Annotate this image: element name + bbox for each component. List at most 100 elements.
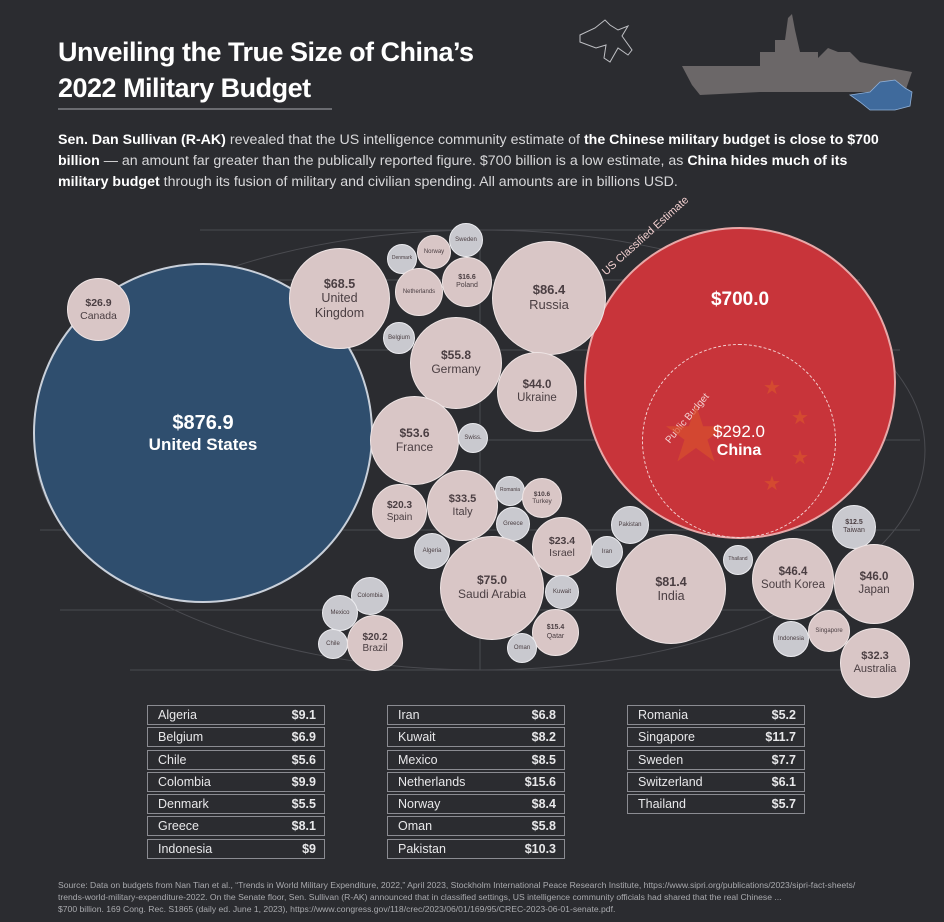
bubble-spain: $20.3 Spain [372,484,427,539]
bubble-label: Kingdom [314,305,365,320]
bubble-label: Spain [386,511,413,523]
bubble-label: Iran [601,548,613,555]
country-value: $5.6 [291,752,316,767]
bubble-label: South Korea [761,579,825,591]
country-value: $8.2 [531,730,556,745]
table-row: Pakistan $10.3 [387,838,565,859]
bubble-value: $15.4 [546,624,565,632]
bubble-germany: $55.8 Germany [410,317,502,409]
country-value: $10.3 [524,841,556,856]
bubble-taiwan: $12.5 Taiwan [832,505,876,549]
bubble-value: $20.2 [362,631,388,643]
star-icon: ★ [791,447,809,469]
us-value: $876.9 [172,411,234,434]
bubble-oman: Oman [507,633,537,663]
bubble-label: United [321,291,358,306]
table-row: Colombia $9.9 [147,771,325,792]
bubble-value: $81.4 [655,574,687,589]
country-name: Denmark [158,797,209,812]
country-value: $7.7 [771,752,796,767]
bubble-label: Italy [452,505,473,518]
intro-paragraph: Sen. Dan Sullivan (R-AK) revealed that t… [58,130,888,193]
bubble-value: $44.0 [522,378,552,391]
bubble-greece: Greece [496,507,530,541]
bubble-chile: Chile [318,629,348,659]
country-value: $6.9 [291,730,316,745]
country-value: $5.7 [771,797,796,812]
bubble-colombia: Colombia [351,577,389,615]
bubble-qatar: $15.4 Qatar [532,609,579,656]
country-name: Greece [158,819,199,834]
table-row: Algeria $9.1 [147,705,325,725]
bubble-label: France [395,439,434,454]
bubble-thailand: Thailand [723,545,753,575]
country-name: Mexico [398,752,438,767]
bubble-russia: $86.4 Russia [492,241,606,355]
country-name: Netherlands [398,774,466,789]
bubble-netherlands: Netherlands [395,268,443,316]
star-icon: ★ [763,377,781,399]
country-value: $9.9 [291,774,316,789]
table-column-3: Romania $5.2 Singapore $11.7 Sweden $7.7 Sw… [627,705,805,816]
bubble-label: Thailand [728,556,748,563]
bubble-indonesia: Indonesia [773,621,809,657]
bubble-value: $20.3 [386,500,413,511]
bubble-value: $32.3 [861,650,889,663]
source-line-2: trends-world-military-expenditure-2022. … [58,892,782,902]
us-name: United States [148,434,258,454]
bubble-denmark: Denmark [387,244,417,274]
country-name: Chile [158,752,187,767]
country-value: $6.8 [531,708,556,722]
table-row: Oman $5.8 [387,816,565,837]
table-row: Iran $6.8 [387,705,565,725]
fighter-jet-icon [579,19,633,63]
bubble-value: $68.5 [323,276,356,291]
bubble-value: $75.0 [476,573,508,588]
bubble-label: India [657,589,685,603]
bubble-label: Pakistan [618,521,642,528]
table-row: Netherlands $15.6 [387,771,565,792]
bubble-saudi-arabia: $75.0 Saudi Arabia [440,536,544,640]
bubble-romania: Romania [495,476,525,506]
bubble-label: Israel [549,547,575,559]
country-name: Pakistan [398,841,446,856]
country-name: Oman [398,819,433,834]
country-name: Switzerland [638,774,703,789]
bubble-italy: $33.5 Italy [427,470,498,541]
bubble-brazil: $20.2 Brazil [347,615,403,671]
bubble-label: Singapore [815,627,843,634]
bubble-value: $53.6 [399,425,430,440]
country-name: Romania [638,708,689,722]
table-row: Romania $5.2 [627,705,805,725]
star-icon: ★ [763,473,781,495]
bubble-label: Kuwait [552,588,571,595]
country-name: Indonesia [158,841,213,856]
star-icon: ★ [791,407,809,429]
country-name: Sweden [638,752,684,767]
table-column-2: Iran $6.8 Kuwait $8.2 Mexico $8.5 Netherlan… [387,705,565,861]
bubble-value: $55.8 [440,348,472,363]
bubble-label: Japan [858,584,890,596]
bubble-turkey: $10.6 Turkey [522,478,562,518]
bubble-china-classified: $700.0 US Classified Estimate Public Bud… [584,194,896,539]
table-row: Mexico $8.5 [387,749,565,770]
intro-text-3: through its fusion of military and civil… [159,174,678,190]
country-value: $15.6 [524,774,556,789]
country-value: $6.1 [771,774,796,789]
bubble-value: $16.6 [458,273,476,281]
intro-highlight-2: China hides much of its military budget [58,153,848,190]
country-value: $5.8 [531,819,556,834]
table-row: Sweden $7.7 [627,749,805,770]
bubble-algeria: Algeria [414,533,450,569]
bubble-label: Ukraine [517,392,557,404]
country-value: $9 [302,841,316,856]
bubble-value: $12.5 [845,518,863,526]
table-row: Belgium $6.9 [147,727,325,748]
country-value: $8.4 [531,797,556,812]
bubble-label: Denmark [391,255,413,262]
warship-icon [682,14,912,95]
country-value: $8.5 [531,752,556,767]
country-value: $8.1 [291,819,316,834]
table-row: Thailand $5.7 [627,794,805,815]
country-value: $5.5 [291,797,316,812]
